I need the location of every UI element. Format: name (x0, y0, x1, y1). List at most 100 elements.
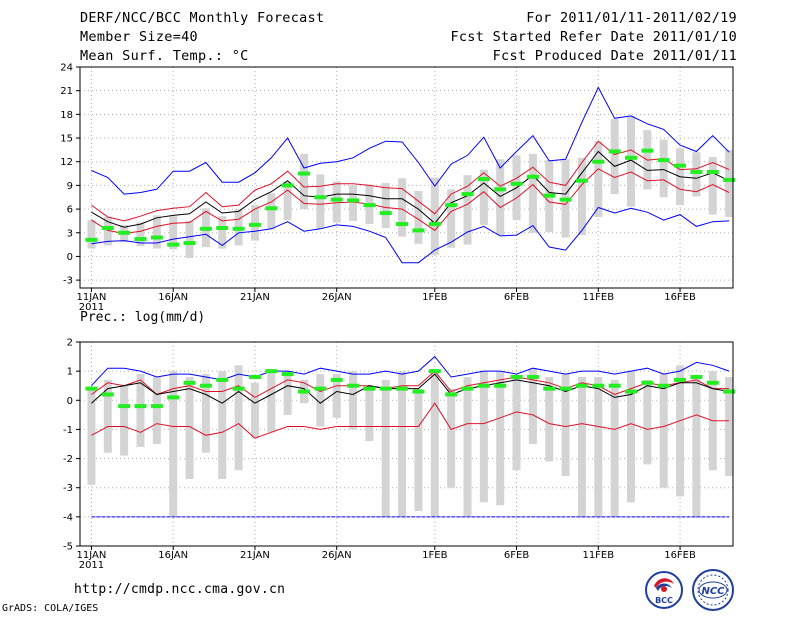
y-tick-label: -1 (63, 425, 73, 436)
spread-bar (463, 175, 472, 245)
ncc-logo-text: NCC (701, 586, 725, 597)
x-tick-label: 26JAN (322, 292, 352, 303)
y-tick-label: 21 (60, 86, 73, 97)
observed-mark (624, 389, 637, 394)
started-date: Fcst Started Refer Date 2011/01/10 (450, 29, 737, 45)
observed-mark (379, 211, 392, 216)
x-tick-year: 2011 (79, 560, 104, 571)
spread-bar (577, 376, 586, 517)
spread-bar (414, 388, 423, 512)
spread-bar (561, 374, 570, 477)
observed-mark (526, 174, 539, 179)
observed-mark (314, 195, 327, 200)
observed-mark (101, 226, 114, 231)
observed-mark (216, 226, 229, 231)
spread-bar (87, 388, 96, 485)
spread-bar (725, 376, 734, 477)
spread-bar (169, 216, 178, 250)
spread-bar (626, 115, 635, 207)
spread-bar (332, 374, 341, 418)
observed-mark (559, 386, 572, 391)
observed-mark (477, 383, 490, 388)
spread-bar (299, 153, 308, 210)
spread-bar (496, 159, 505, 236)
spread-bar (201, 374, 210, 453)
observed-mark (641, 148, 654, 153)
x-tick-label: 16JAN (158, 550, 188, 561)
series-meanplusminus-sd (91, 370, 730, 398)
observed-mark (657, 383, 670, 388)
observed-mark (347, 383, 360, 388)
spread-bar (398, 371, 407, 517)
observed-mark (232, 386, 245, 391)
spread-bar (381, 379, 390, 517)
spread-bar (430, 371, 439, 517)
observed-mark (592, 159, 605, 164)
observed-mark (575, 178, 588, 183)
spread-bar (120, 385, 129, 456)
spread-bar (528, 368, 537, 444)
member-size: Member Size=40 (80, 29, 198, 45)
spread-bar (545, 376, 554, 462)
observed-mark (396, 222, 409, 227)
series-max (91, 355, 730, 387)
observed-mark (445, 203, 458, 208)
observed-mark (706, 380, 719, 385)
x-tick-label: 11JAN (77, 550, 107, 561)
observed-mark (183, 241, 196, 246)
spread-bar (692, 376, 701, 517)
observed-mark (592, 383, 605, 388)
y-tick-label: -5 (63, 542, 73, 553)
observed-mark (510, 181, 523, 186)
spread-bar (316, 374, 325, 427)
spread-bar (414, 190, 423, 244)
spread-bar (234, 365, 243, 471)
spread-bar (381, 183, 390, 229)
spread-bar (398, 178, 407, 237)
spread-bar (512, 376, 521, 471)
source-url[interactable]: http://cmdp.ncc.cma.gov.cn (74, 582, 286, 597)
y-tick-label: 2 (67, 338, 73, 349)
observed-mark (167, 395, 180, 400)
series-mean (91, 373, 730, 404)
observed-mark (510, 374, 523, 379)
x-tick-label: 6FEB (504, 292, 529, 303)
spread-bar (659, 139, 668, 198)
observed-mark (183, 380, 196, 385)
plot-frame (79, 66, 734, 289)
observed-mark (461, 192, 474, 197)
grads-credit: GrADS: COLA/IGES (2, 603, 99, 614)
observed-mark (477, 177, 490, 182)
observed-mark (723, 389, 736, 394)
observed-mark (199, 226, 212, 231)
x-tick-label: 11FEB (582, 292, 614, 303)
spread-bar (103, 379, 112, 453)
observed-mark (526, 374, 539, 379)
observed-mark (297, 171, 310, 176)
spread-bar (218, 216, 227, 249)
x-tick-label: 11JAN (77, 292, 107, 303)
observed-mark (494, 383, 507, 388)
observed-mark (347, 198, 360, 203)
spread-bar (430, 177, 439, 255)
observed-mark (657, 158, 670, 163)
spread-bar (87, 220, 96, 249)
observed-mark (641, 380, 654, 385)
spread-bar (643, 379, 652, 465)
spread-bar (169, 371, 178, 517)
spread-bar (365, 388, 374, 442)
spread-bar (676, 365, 685, 497)
observed-mark (428, 369, 441, 374)
spread-bar (316, 174, 325, 229)
observed-mark (167, 242, 180, 247)
observed-mark (330, 197, 343, 202)
variable-label: Mean Surf. Temp.: °C (80, 48, 249, 64)
spread-bar (659, 374, 668, 488)
spread-bar (708, 156, 717, 215)
observed-mark (281, 372, 294, 377)
observed-mark (101, 392, 114, 397)
observed-mark (134, 237, 147, 242)
y-tick-label: 24 (60, 63, 73, 74)
